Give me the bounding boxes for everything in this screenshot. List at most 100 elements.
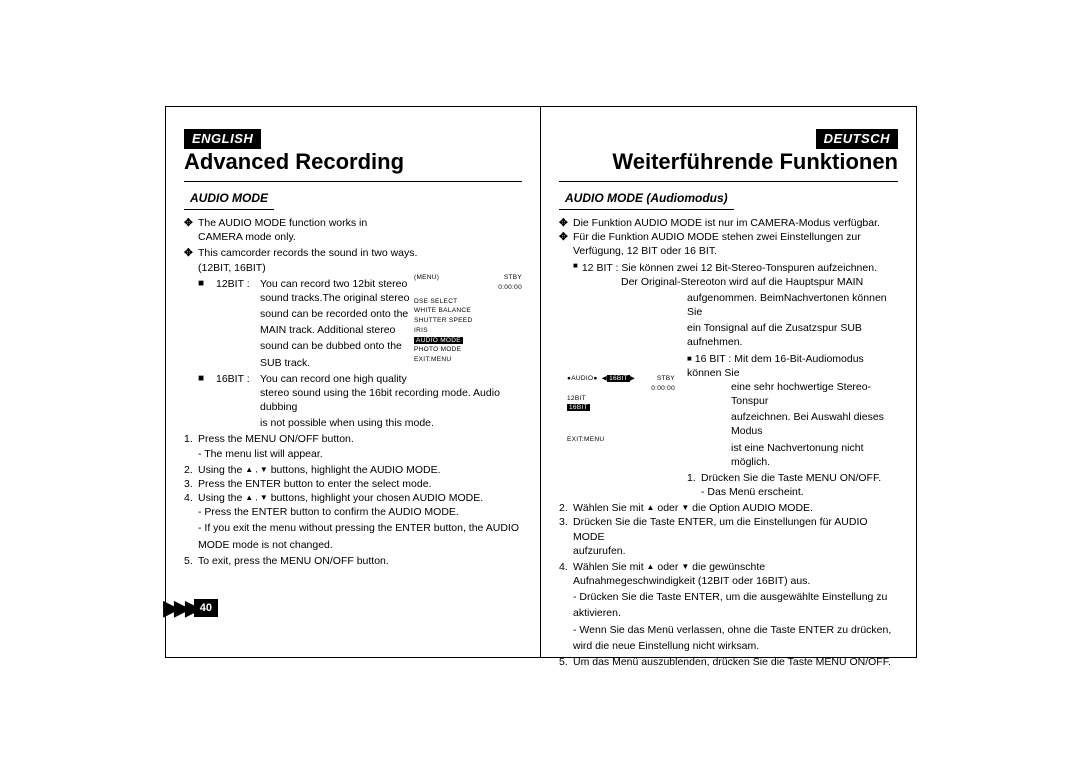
text: is not possible when using this mode.: [184, 416, 522, 430]
section-heading-right: AUDIO MODE (Audiomodus): [559, 186, 734, 210]
text: You can record two 12bit stereo: [260, 277, 407, 291]
text: ist eine Nachvertonung nicht möglich.: [559, 441, 898, 469]
step-num: 1.: [184, 432, 198, 446]
up-down-icon: ▲ , ▼: [245, 465, 268, 474]
text-part: Using the: [198, 492, 245, 504]
column-deutsch: DEUTSCH Weiterführende Funktionen AUDIO …: [541, 107, 916, 657]
osd-menu-label: (MENU): [414, 273, 439, 293]
text-part: buttons, highlight your chosen AUDIO MOD…: [268, 492, 483, 504]
step-num: 5.: [559, 655, 573, 669]
osd-status: STBY 0:00:00: [651, 374, 675, 394]
chevrons-icon: ▶▶▶: [163, 595, 196, 620]
bullet-icon: ✥: [184, 246, 198, 260]
text: Verfügung, 12 BIT oder 16 BIT.: [559, 244, 898, 258]
osd-audio-label: ●AUDIO● ◀16BIT▶: [567, 374, 635, 394]
text: Press the ENTER button to enter the sele…: [198, 477, 431, 491]
osd-item: WHITE BALANCE: [414, 306, 522, 316]
osd-stby: STBY: [657, 375, 675, 382]
text: Der Original-Stereoton wird auf die Haup…: [559, 275, 898, 289]
page-frame: ENGLISH Advanced Recording AUDIO MODE ✥T…: [165, 106, 917, 658]
text: To exit, press the MENU ON/OFF button.: [198, 554, 389, 568]
text: Drücken Sie die Taste MENU ON/OFF.: [701, 471, 881, 485]
page-number: 40: [194, 599, 218, 617]
text-part: buttons, highlight the AUDIO MODE.: [268, 464, 441, 476]
osd-item: 12BIT: [567, 394, 675, 404]
text: aufzurufen.: [559, 544, 898, 558]
osd-stby: STBY: [504, 274, 522, 281]
text: CAMERA mode only.: [184, 230, 522, 244]
text: Aufnahmegeschwindigkeit (12BIT oder 16BI…: [559, 574, 898, 588]
text: Press the MENU ON/OFF button.: [198, 432, 354, 446]
body-right: ✥Die Funktion AUDIO MODE ist nur im CAME…: [559, 216, 898, 669]
osd-time: 0:00:00: [651, 385, 675, 392]
text: stereo sound using the 16bit recording m…: [184, 386, 522, 414]
osd-item-selected: AUDIO MODE: [414, 337, 463, 344]
text: Using the ▲ , ▼ buttons, highlight your …: [198, 491, 483, 505]
text: Drücken Sie die Taste ENTER, um die Eins…: [573, 515, 898, 543]
sheet: ENGLISH Advanced Recording AUDIO MODE ✥T…: [0, 0, 1080, 763]
osd-item: PHOTO MODE: [414, 345, 522, 355]
text: Wählen Sie mit ▲ oder ▼ die Option AUDIO…: [573, 501, 813, 515]
title-english: Advanced Recording: [184, 149, 522, 175]
text-part: die Option AUDIO MODE.: [689, 502, 813, 514]
osd-item: SHUTTER SPEED: [414, 316, 522, 326]
text: ein Tonsignal auf die Zusatzspur SUB auf…: [559, 321, 898, 349]
step-num: 3.: [559, 515, 573, 543]
text: MODE mode is not changed.: [184, 538, 522, 552]
label-16bit: 16BIT :: [212, 372, 260, 386]
step-num: 1.: [687, 471, 701, 485]
text-part: Using the: [198, 464, 245, 476]
text: aufgenommen. BeimNachvertonen können Sie: [559, 291, 898, 319]
text: Um das Menü auszublenden, drücken Sie di…: [573, 655, 891, 669]
text: - Drücken Sie die Taste ENTER, um die au…: [559, 590, 898, 604]
step-num: 2.: [559, 501, 573, 515]
text: Für die Funktion AUDIO MODE stehen zwei …: [573, 230, 861, 244]
text-part: oder: [654, 561, 681, 573]
text: Using the ▲ , ▼ buttons, highlight the A…: [198, 463, 441, 477]
step-num: 5.: [184, 554, 198, 568]
square-bullet-icon: ■: [687, 354, 692, 363]
text: Die Funktion AUDIO MODE ist nur im CAMER…: [573, 216, 880, 230]
title-rule: [559, 181, 898, 182]
text: You can record one high quality: [260, 372, 407, 386]
osd-item: DSE SELECT: [414, 297, 522, 307]
osd-menu-left: (MENU) STBY 0:00:00 DSE SELECT WHITE BAL…: [414, 273, 522, 365]
text: The AUDIO MODE function works in: [198, 216, 367, 230]
section-heading-left: AUDIO MODE: [184, 186, 274, 210]
osd-menu-right: ●AUDIO● ◀16BIT▶ STBY 0:00:00 12BIT 16BIT…: [567, 374, 675, 445]
bullet-icon: ✥: [184, 216, 198, 230]
text: 12 BIT : Sie können zwei 12 Bit-Stereo-T…: [578, 261, 877, 275]
step-num: 4.: [184, 491, 198, 505]
label-12bit: 12BIT :: [212, 277, 260, 291]
lang-badge-english: ENGLISH: [184, 129, 261, 149]
text-part: Wählen Sie mit: [573, 561, 647, 573]
text: - Das Menü erscheint.: [559, 485, 898, 499]
osd-value: 16BIT: [607, 375, 630, 382]
step-num: 3.: [184, 477, 198, 491]
text: - If you exit the menu without pressing …: [184, 521, 522, 535]
up-down-icon: ▲ , ▼: [245, 493, 268, 502]
osd-item: EXIT:MENU: [567, 435, 675, 445]
bullet-icon: ✥: [559, 216, 573, 230]
text: aktivieren.: [559, 606, 898, 620]
title-rule: [184, 181, 522, 182]
text: This camcorder records the sound in two …: [198, 246, 417, 260]
bullet-icon: ✥: [559, 230, 573, 244]
sub-bullet-icon: ■: [198, 372, 212, 386]
osd-item-selected: 16BIT: [567, 404, 590, 411]
lang-badge-deutsch: DEUTSCH: [816, 129, 898, 149]
text-part: die gewünschte: [689, 561, 765, 573]
page-number-badge: ▶▶▶40: [163, 595, 218, 621]
osd-item: IRIS: [414, 326, 522, 336]
text: - Wenn Sie das Menü verlassen, ohne die …: [559, 623, 898, 637]
text: Wählen Sie mit ▲ oder ▼ die gewünschte: [573, 560, 765, 574]
sub-bullet-icon: ■: [198, 277, 212, 291]
osd-status: STBY 0:00:00: [498, 273, 522, 293]
text-part: Wählen Sie mit: [573, 502, 647, 514]
osd-item: EXIT:MENU: [414, 355, 522, 365]
column-english: ENGLISH Advanced Recording AUDIO MODE ✥T…: [166, 107, 541, 657]
text: - The menu list will appear.: [184, 447, 522, 461]
step-num: 4.: [559, 560, 573, 574]
text: - Press the ENTER button to confirm the …: [184, 505, 522, 519]
text-part: oder: [654, 502, 681, 514]
